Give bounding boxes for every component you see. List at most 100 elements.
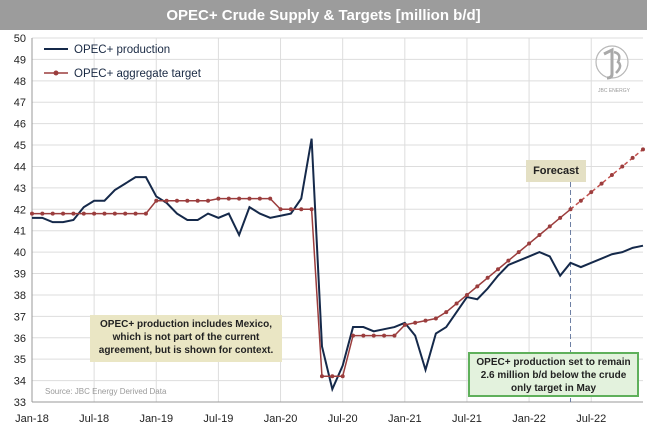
chart-title: OPEC+ Crude Supply & Targets [million b/…	[166, 6, 481, 24]
target-point	[516, 250, 521, 255]
y-tick-label: 44	[14, 161, 26, 173]
target-point	[568, 207, 573, 212]
x-tick-label: Jan-20	[264, 413, 298, 425]
target-point	[237, 196, 242, 201]
target-point	[558, 215, 563, 220]
target-point	[485, 275, 490, 280]
target-point	[61, 211, 66, 216]
target-point	[50, 211, 55, 216]
target-point	[226, 196, 231, 201]
target-point	[641, 147, 645, 152]
target-point	[216, 196, 221, 201]
x-tick-label: Jul-21	[452, 413, 482, 425]
target-point	[40, 211, 45, 216]
target-point	[371, 333, 376, 338]
target-point	[454, 301, 459, 306]
note-mexico: OPEC+ production includes Mexico, which …	[90, 315, 282, 362]
target-point	[620, 164, 625, 169]
y-tick-label: 50	[14, 33, 26, 45]
y-tick-label: 36	[14, 333, 26, 345]
target-point	[299, 207, 304, 212]
lines	[30, 138, 645, 402]
target-point	[464, 292, 469, 297]
x-tick-label: Jan-22	[512, 413, 546, 425]
y-tick-label: 38	[14, 290, 26, 302]
target-point	[81, 211, 86, 216]
y-tick-label: 45	[14, 140, 26, 152]
legend-marker-target	[53, 70, 59, 76]
y-tick-label: 41	[14, 226, 26, 238]
target-point	[578, 198, 583, 203]
y-tick-label: 34	[14, 376, 26, 388]
y-tick-label: 37	[14, 311, 26, 323]
target-point	[630, 155, 635, 160]
target-point	[247, 196, 252, 201]
target-point	[609, 173, 614, 178]
target-point	[278, 207, 283, 212]
series-production-line	[32, 138, 644, 393]
target-point	[123, 211, 128, 216]
target-point	[413, 320, 418, 325]
x-tick-label: Jul-20	[328, 413, 358, 425]
target-point	[527, 241, 532, 246]
target-point	[71, 211, 76, 216]
target-point	[185, 198, 190, 203]
target-point	[433, 316, 438, 321]
target-point	[174, 198, 179, 203]
target-point	[164, 198, 169, 203]
target-point	[361, 333, 366, 338]
target-point	[154, 198, 159, 203]
target-point	[392, 333, 397, 338]
y-tick-label: 48	[14, 76, 26, 88]
forecast-label: Forecast	[526, 160, 586, 182]
y-tick-label: 42	[14, 204, 26, 216]
target-point	[206, 198, 211, 203]
x-tick-label: Jan-21	[388, 413, 422, 425]
series-target-forecast-line	[570, 148, 644, 210]
x-tick-label: Jul-22	[576, 413, 606, 425]
target-point	[506, 258, 511, 263]
target-point	[257, 196, 262, 201]
jbc-logo-icon	[595, 45, 629, 80]
target-point	[444, 310, 449, 315]
y-tick-label: 47	[14, 97, 26, 109]
target-point	[143, 211, 148, 216]
target-point	[402, 322, 407, 327]
note-remain: OPEC+ production set to remain 2.6 milli…	[468, 352, 639, 397]
y-tick-label: 40	[14, 247, 26, 259]
target-point	[30, 211, 34, 216]
target-point	[351, 333, 356, 338]
y-tick-label: 33	[14, 397, 26, 409]
title-bar: OPEC+ Crude Supply & Targets [million b/…	[0, 0, 647, 30]
legend-label-production: OPEC+ production	[74, 44, 170, 56]
logo-text: JBC ENERGY	[598, 88, 630, 94]
target-point	[133, 211, 138, 216]
x-tick-label: Jan-19	[139, 413, 173, 425]
target-point	[475, 284, 480, 289]
target-point	[268, 196, 273, 201]
legend: OPEC+ production OPEC+ aggregate target	[44, 44, 202, 80]
target-point	[496, 267, 501, 272]
y-tick-label: 43	[14, 183, 26, 195]
y-tick-label: 46	[14, 119, 26, 131]
target-point	[330, 374, 335, 379]
target-point	[423, 318, 428, 323]
target-point	[112, 211, 117, 216]
target-point	[319, 374, 324, 379]
legend-label-target: OPEC+ aggregate target	[74, 68, 202, 80]
target-point	[537, 232, 542, 237]
target-point	[195, 198, 200, 203]
y-tick-label: 39	[14, 269, 26, 281]
target-point	[340, 374, 345, 379]
x-tick-label: Jul-19	[203, 413, 233, 425]
source-note: Source: JBC Energy Derived Data	[45, 387, 167, 396]
target-point	[382, 333, 387, 338]
axes: 33 34 35 36 37 38 39 40 41 42 43 44 45 46 47 48 49 50 Jan-…	[14, 33, 643, 425]
target-point	[599, 181, 604, 186]
y-tick-label: 35	[14, 354, 26, 366]
target-point	[92, 211, 97, 216]
target-point	[589, 190, 594, 195]
x-tick-label: Jul-18	[79, 413, 109, 425]
